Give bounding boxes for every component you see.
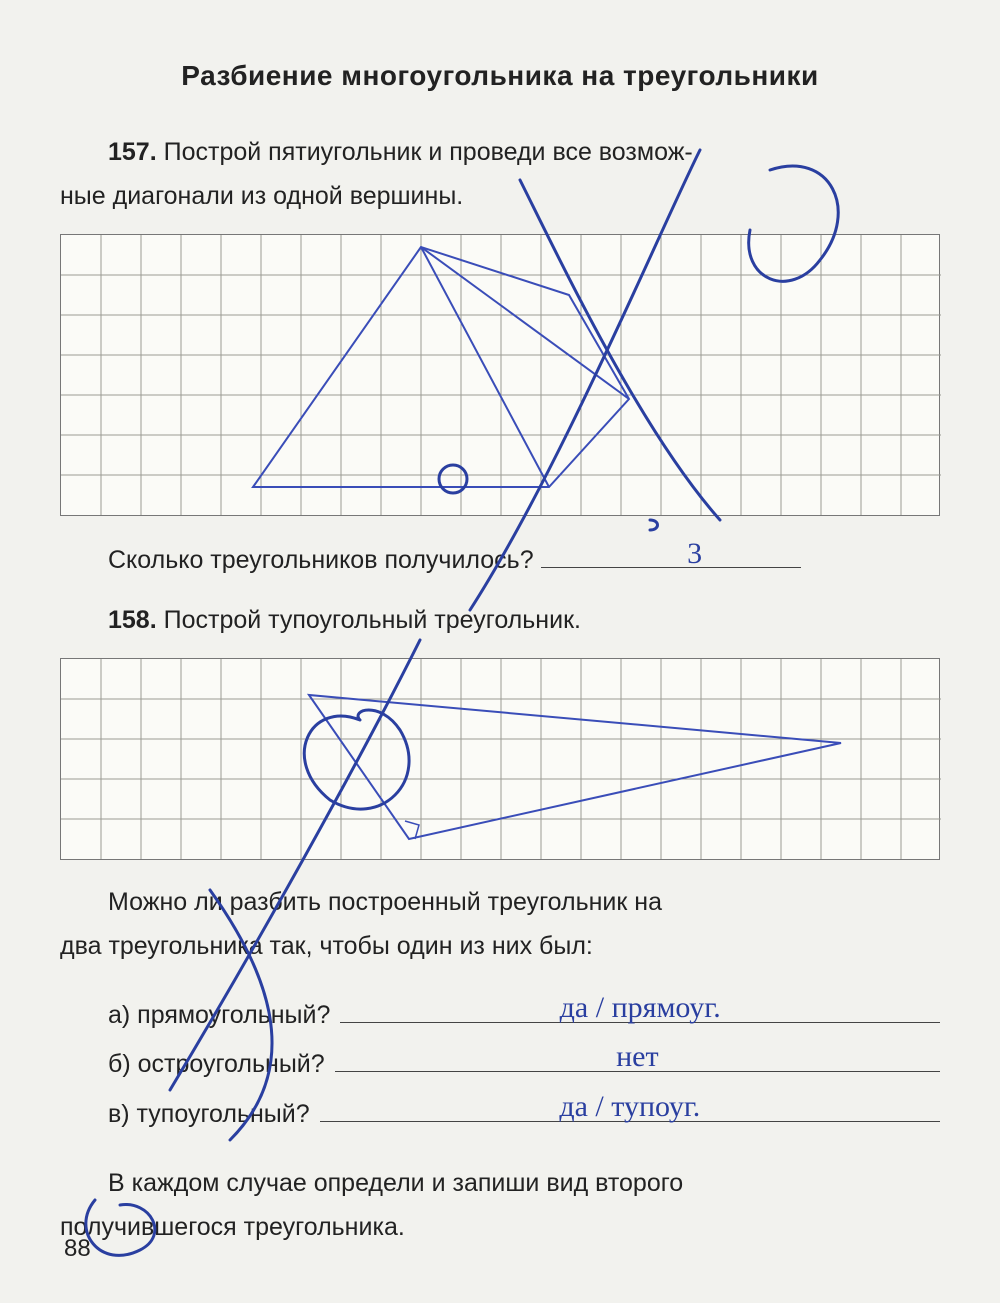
task-158-line: Построй тупоугольный треугольник. bbox=[164, 606, 581, 634]
task-158-intro-a: Можно ли разбить построенный треугольник… bbox=[60, 882, 940, 922]
label-c: в) тупоугольный? bbox=[108, 1093, 310, 1137]
task-157-line2: ные диагонали из одной вершины. bbox=[60, 176, 940, 216]
task-157-question: Сколько треугольников получилось? bbox=[108, 546, 534, 574]
row-c: в) тупоугольный? да / тупоуг. bbox=[60, 1087, 940, 1137]
task-158-text: 158. Построй тупоугольный треугольник. bbox=[60, 600, 940, 640]
row-b: б) остроугольный? нет bbox=[60, 1037, 940, 1087]
answer-b: нет bbox=[335, 1031, 940, 1084]
row-a: а) прямоугольный? да / прямоуг. bbox=[60, 988, 940, 1038]
blank-a: да / прямоуг. bbox=[340, 988, 940, 1023]
task-157-question-row: Сколько треугольников получилось? 3 bbox=[60, 538, 940, 582]
task-157-number: 157. bbox=[108, 138, 157, 166]
blank-c: да / тупоуг. bbox=[320, 1087, 940, 1122]
task-157-answer: 3 bbox=[639, 528, 702, 579]
task-157-line1: Построй пятиугольник и проведи все возмо… bbox=[164, 138, 693, 166]
label-b: б) остроугольный? bbox=[108, 1043, 325, 1087]
page-number: 88 bbox=[64, 1235, 91, 1263]
label-a: а) прямоугольный? bbox=[108, 994, 330, 1038]
task-158-tail-a: В каждом случае определи и запиши вид вт… bbox=[60, 1163, 940, 1203]
grid-158 bbox=[60, 658, 940, 860]
task-157-answer-blank: 3 bbox=[541, 538, 801, 568]
task-158-number: 158. bbox=[108, 606, 157, 634]
task-158-tail-b: получившегося треугольника. bbox=[60, 1207, 940, 1247]
task-158-intro-b: два треугольника так, чтобы один из них … bbox=[60, 926, 940, 966]
blank-b: нет bbox=[335, 1037, 940, 1072]
grid-157 bbox=[60, 234, 940, 516]
answer-c: да / тупоуг. bbox=[320, 1081, 940, 1134]
worksheet-page: Разбиение многоугольника на треугольники… bbox=[60, 60, 940, 1265]
answer-a: да / прямоуг. bbox=[340, 982, 940, 1035]
task-157-text: 157. Построй пятиугольник и проведи все … bbox=[60, 132, 940, 172]
page-title: Разбиение многоугольника на треугольники bbox=[60, 60, 940, 92]
